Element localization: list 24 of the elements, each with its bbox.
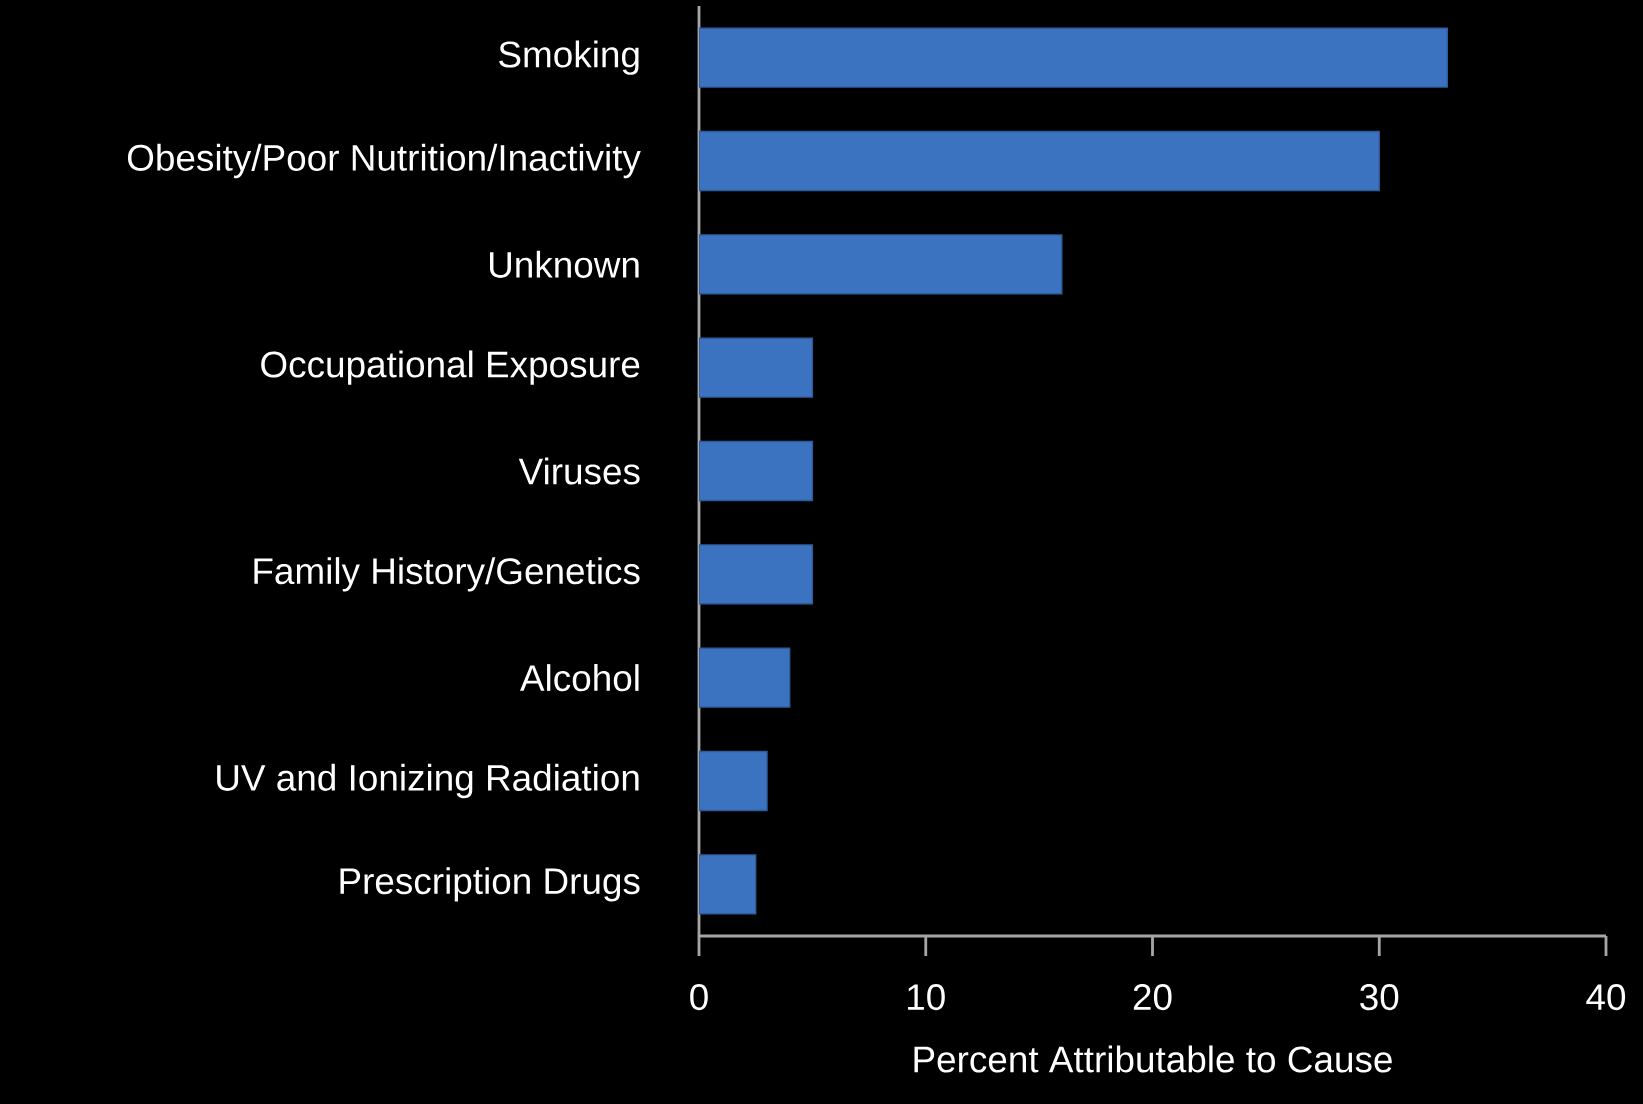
y-tick-label: Prescription Drugs <box>340 867 640 902</box>
y-tick-label: Family History/Genetics <box>254 557 640 592</box>
bar <box>699 27 1448 88</box>
bar <box>699 854 757 915</box>
y-tick-label: Viruses <box>518 457 640 485</box>
y-tick-label: UV and Ionizing Radiation <box>217 763 639 799</box>
bar <box>699 130 1380 192</box>
bar <box>699 440 814 502</box>
y-tick-label: Obesity/Poor Nutrition/Inactivity <box>127 143 641 179</box>
y-tick-label: Alcohol <box>520 664 639 692</box>
y-tick-label: Unknown <box>490 250 639 278</box>
x-tick-label: 40 <box>1586 984 1626 1011</box>
y-tick-label: Smoking <box>499 40 639 75</box>
x-axis-title: Percent Attributable to Cause <box>914 1045 1392 1073</box>
bar <box>699 234 1063 295</box>
x-tick-label: 10 <box>908 984 945 1011</box>
bar <box>699 647 791 708</box>
bar <box>699 544 814 605</box>
x-tick-label: 30 <box>1360 984 1399 1011</box>
x-tick-label: 20 <box>1133 984 1172 1011</box>
x-tick-label: 0 <box>690 984 708 1011</box>
bar <box>699 337 814 398</box>
bar <box>699 750 768 812</box>
y-tick-label: Occupational Exposure <box>261 350 640 385</box>
